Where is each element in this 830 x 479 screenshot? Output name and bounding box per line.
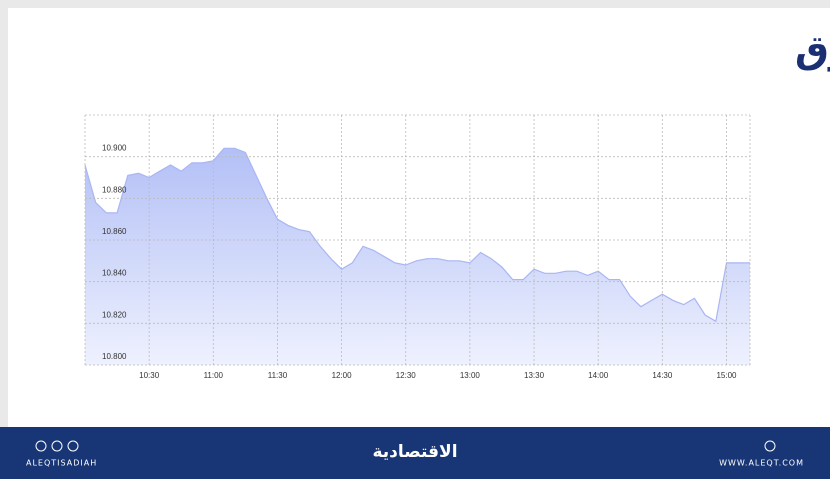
y-tick-label: 10.880 [102,185,127,194]
x-tick-label: 14:00 [588,371,609,380]
x-tick-label: 12:30 [396,371,417,380]
footer-bar [0,427,830,479]
chart-title: مؤشر السوق [795,28,830,72]
y-tick-label: 10.800 [102,352,127,361]
x-tick-label: 13:00 [460,371,481,380]
x-tick-label: 14:30 [652,371,673,380]
plot: 10.800 10.820 10.840 10.860 10.880 10.900 10:3… [84,114,751,380]
footer-url: WWW.ALEQT.COM [719,459,804,468]
y-tick-label: 10.840 [102,269,127,278]
y-tick-label: 10.900 [102,144,127,153]
footer-logo: الاقتصادية [372,442,457,462]
y-tick-label: 10.820 [102,310,127,319]
x-tick-label: 12:00 [332,371,353,380]
x-tick-label: 11:00 [204,371,224,380]
x-tick-label: 11:30 [268,371,288,380]
area [85,148,750,365]
x-tick-label: 15:00 [716,371,737,380]
social-icons [35,440,776,452]
x-tick-label: 10:30 [139,371,160,380]
footer-handle: ALEQTISADIAH [26,459,97,468]
line [84,147,750,323]
y-tick-label: 10.860 [102,227,127,236]
x-tick-label: 13:30 [524,371,545,380]
